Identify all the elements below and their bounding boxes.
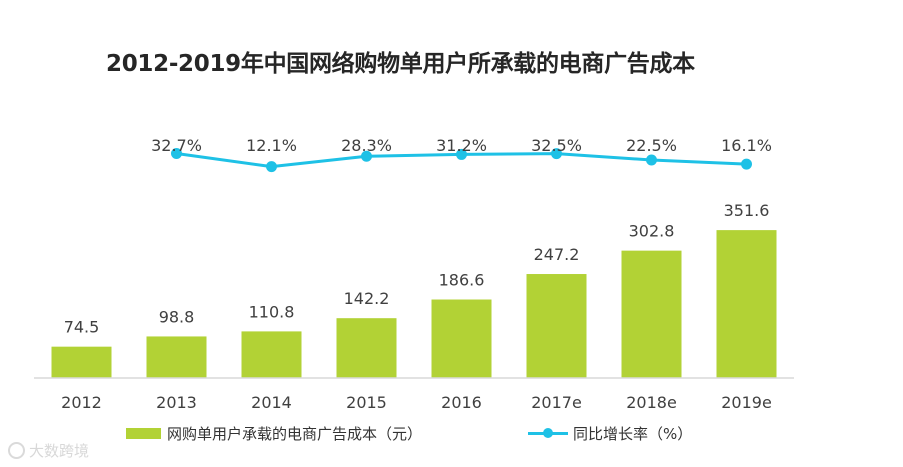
bar-series <box>51 230 777 378</box>
legend-cost-label: 网购单用户承载的电商广告成本（元） <box>167 424 423 443</box>
watermark: 大数跨境 <box>8 440 89 461</box>
bar-label-2019e: 351.6 <box>724 201 770 220</box>
growth-point-2016 <box>456 148 467 160</box>
growth-point-2015 <box>361 150 372 162</box>
bar-label-2018e: 302.8 <box>629 222 675 241</box>
growth-point-2014 <box>266 161 277 173</box>
bar-2013 <box>146 336 207 378</box>
x-tick-2013: 2013 <box>156 393 197 412</box>
bar-2012 <box>51 346 112 378</box>
bar-2015 <box>336 318 397 378</box>
x-tick-2012: 2012 <box>61 393 102 412</box>
bar-value-labels: 74.5 98.8 110.8 142.2 186.6 247.2 302.8 351.6 <box>64 201 770 337</box>
legend-growth-label: 同比增长率（%） <box>573 424 693 443</box>
bar-2014 <box>241 331 302 378</box>
bar-2019e <box>716 230 777 378</box>
growth-label-2013: 32.7% <box>151 136 202 155</box>
bar-label-2017e: 247.2 <box>534 245 580 264</box>
growth-label-2017e: 32.5% <box>531 136 582 155</box>
legend-bar-swatch <box>126 427 161 439</box>
x-tick-2019e: 2019e <box>721 393 772 412</box>
growth-label-2018e: 22.5% <box>626 136 677 155</box>
growth-label-2014: 12.1% <box>246 136 297 155</box>
bar-label-2015: 142.2 <box>344 289 390 308</box>
watermark-logo-icon <box>8 442 25 459</box>
legend-item-cost: 网购单用户承载的电商广告成本（元） <box>126 423 422 443</box>
growth-point-2018e <box>646 154 657 166</box>
growth-point-2019e <box>741 158 752 170</box>
legend-item-growth: 同比增长率（%） <box>528 423 692 443</box>
bar-label-2016: 186.6 <box>439 271 485 290</box>
bar-label-2012: 74.5 <box>64 318 100 337</box>
x-tick-2015: 2015 <box>346 393 387 412</box>
bar-2018e <box>621 250 682 378</box>
chart-title: 2012-2019年中国网络购物单用户所承载的电商广告成本 <box>106 51 695 77</box>
growth-value-labels: 32.7% 12.1% 28.3% 31.2% 32.5% 22.5% 16.1% <box>151 136 772 155</box>
watermark-text: 大数跨境 <box>29 442 90 460</box>
x-tick-2018e: 2018e <box>626 393 677 412</box>
growth-point-2013 <box>171 147 182 159</box>
growth-label-2019e: 16.1% <box>721 136 772 155</box>
bar-label-2013: 98.8 <box>159 307 195 326</box>
bar-2016 <box>431 299 492 378</box>
growth-point-2017e <box>551 148 562 160</box>
legend-line-swatch <box>528 423 568 443</box>
growth-line-series <box>171 147 752 173</box>
x-tick-2016: 2016 <box>441 393 482 412</box>
bar-label-2014: 110.8 <box>249 302 295 321</box>
bar-2017e <box>526 274 587 378</box>
x-tick-2017e: 2017e <box>531 393 582 412</box>
x-tick-2014: 2014 <box>251 393 292 412</box>
growth-label-2016: 31.2% <box>436 136 487 155</box>
x-tick-labels: 2012 2013 2014 2015 2016 2017e 2018e 2019e <box>61 393 772 412</box>
growth-label-2015: 28.3% <box>341 136 392 155</box>
